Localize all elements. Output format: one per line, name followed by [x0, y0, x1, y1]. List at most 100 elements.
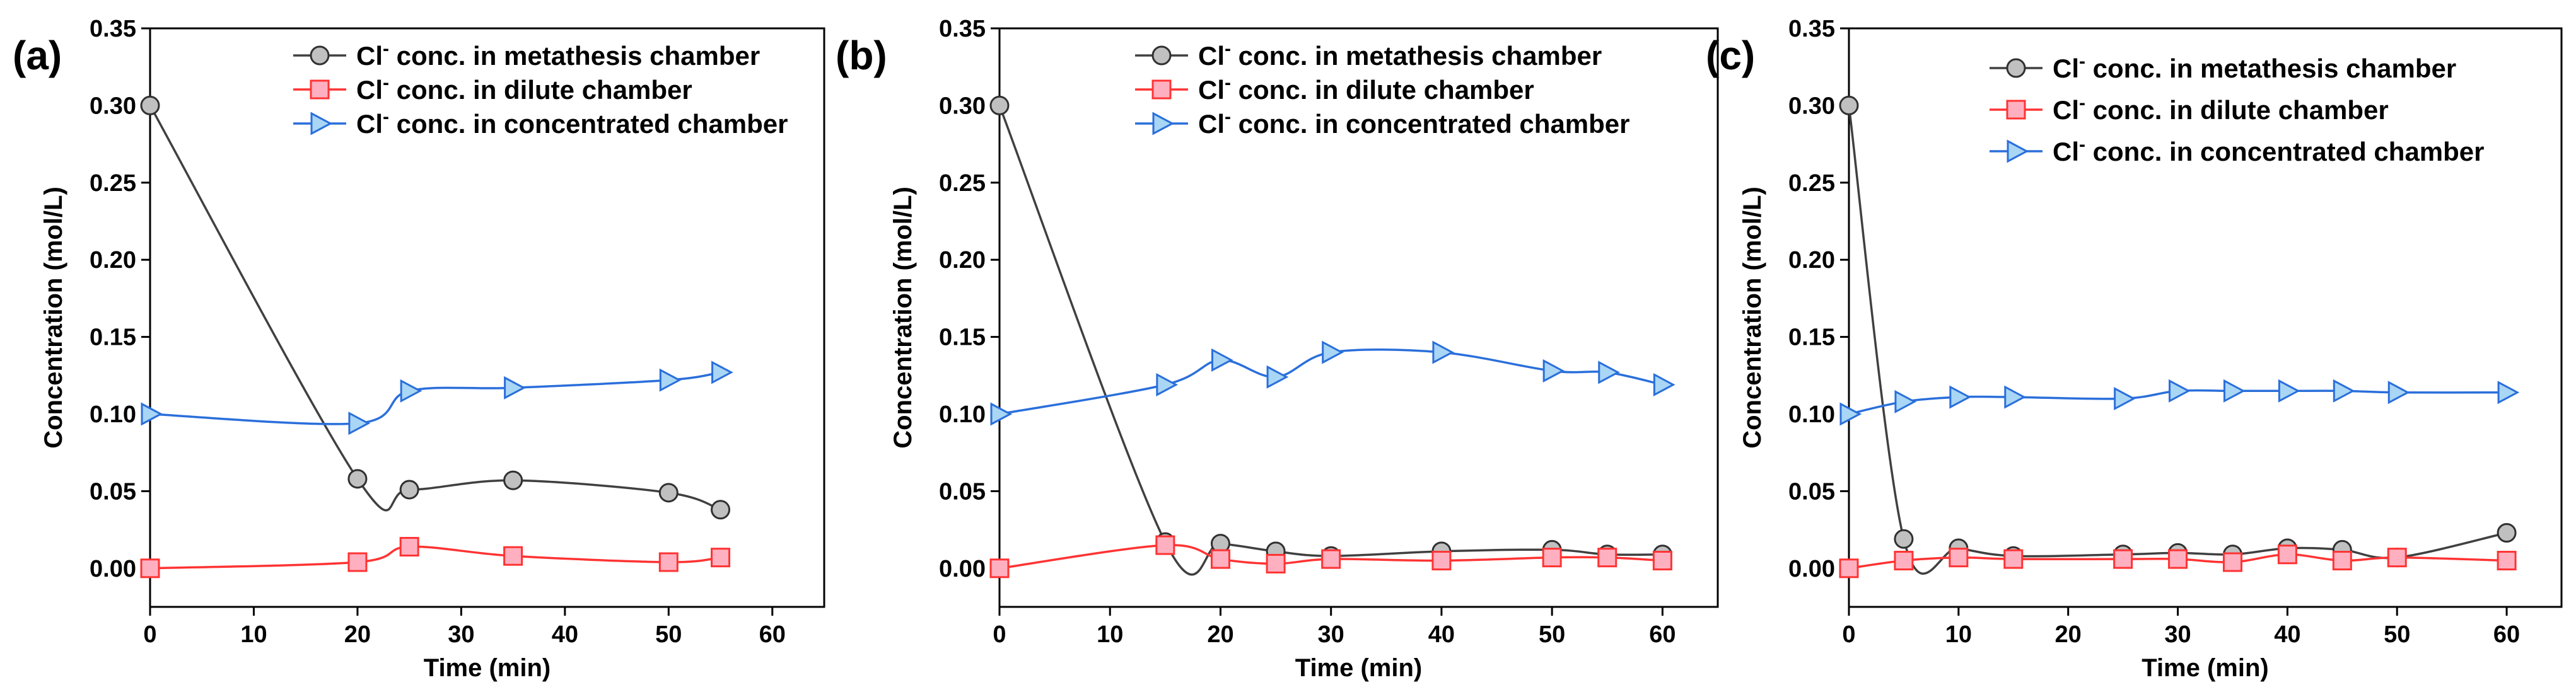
- panel-label: (c): [1706, 33, 1755, 78]
- data-point-metathesis: [347, 469, 368, 489]
- data-point-concentrated: [1653, 372, 1676, 396]
- data-point-concentrated: [348, 412, 371, 435]
- x-tick-label: 30: [2164, 621, 2191, 648]
- series-concentrated: [1839, 379, 2520, 426]
- plot-frame: [1848, 27, 2563, 608]
- data-point-dilute: [658, 552, 679, 572]
- y-tick-label: 0.05: [90, 478, 136, 505]
- x-tick-label: 10: [240, 621, 267, 648]
- data-point-concentrated: [504, 376, 526, 400]
- series-line-dilute: [149, 545, 721, 570]
- legend-label-metathesis: Cl- conc. in metathesis chamber: [356, 38, 760, 71]
- y-tick-label: 0.10: [90, 401, 136, 428]
- x-tick-label: 20: [1207, 621, 1233, 648]
- y-tick-label: 0.30: [939, 93, 986, 119]
- data-point-dilute: [2387, 548, 2407, 568]
- y-tick-label: 0.25: [1788, 170, 1835, 197]
- data-point-dilute: [1839, 558, 1859, 579]
- series-metathesis: [140, 95, 731, 520]
- data-point-concentrated: [2114, 387, 2136, 411]
- y-axis-title: Concentration (mol/L): [889, 187, 917, 449]
- data-point-concentrated: [1894, 389, 1917, 413]
- legend-label-dilute: Cl- conc. in dilute chamber: [2053, 93, 2389, 125]
- data-point-concentrated: [1542, 359, 1565, 383]
- series-line-concentrated: [999, 348, 1663, 415]
- data-point-concentrated: [1156, 372, 1179, 396]
- x-tick-label: 40: [1428, 621, 1455, 648]
- y-axis-title: Concentration (mol/L): [40, 187, 67, 449]
- x-tick-label: 0: [1842, 621, 1855, 648]
- y-tick-label: 0.20: [1788, 247, 1835, 274]
- data-point-dilute: [1321, 549, 1341, 569]
- data-point-metathesis: [989, 95, 1010, 115]
- y-tick-label: 0.05: [1788, 478, 1835, 505]
- plot-frame: [998, 27, 1719, 608]
- data-point-dilute: [2222, 552, 2242, 572]
- data-point-dilute: [1155, 535, 1175, 555]
- y-tick-label: 0.00: [1788, 556, 1835, 582]
- data-point-concentrated: [1949, 385, 1972, 409]
- data-point-concentrated: [141, 402, 163, 426]
- data-point-dilute: [1652, 551, 1672, 571]
- x-tick-label: 20: [344, 621, 371, 648]
- series-metathesis: [1839, 95, 2517, 575]
- data-point-concentrated: [2169, 379, 2191, 403]
- legend-marker-concentrated: [1152, 112, 1175, 135]
- data-point-concentrated: [400, 379, 423, 403]
- data-point-dilute: [2497, 551, 2517, 571]
- series-dilute: [989, 535, 1672, 579]
- data-point-dilute: [1266, 553, 1286, 573]
- data-point-metathesis: [503, 470, 523, 490]
- x-tick-label: 40: [552, 621, 578, 648]
- data-point-metathesis: [658, 483, 679, 503]
- legend-marker-concentrated: [310, 112, 333, 135]
- series-line-metathesis: [1848, 105, 2507, 575]
- data-point-dilute: [399, 537, 419, 557]
- y-tick-label: 0.15: [1788, 325, 1835, 351]
- y-tick-label: 0.25: [939, 170, 986, 197]
- y-tick-label: 0.15: [939, 325, 986, 351]
- legend-label-concentrated: Cl- conc. in concentrated chamber: [1198, 107, 1630, 139]
- data-point-dilute: [2003, 549, 2024, 569]
- legend-label-dilute: Cl- conc. in dilute chamber: [1198, 72, 1534, 105]
- data-point-metathesis: [140, 95, 160, 115]
- data-point-concentrated: [2278, 379, 2300, 403]
- data-point-dilute: [2168, 549, 2188, 569]
- legend-label-concentrated: Cl- conc. in concentrated chamber: [2053, 134, 2485, 166]
- y-tick-label: 0.25: [90, 170, 136, 197]
- data-point-dilute: [1949, 548, 1969, 568]
- x-axis-title: Time (min): [424, 654, 551, 682]
- panel-label: (b): [836, 33, 887, 78]
- x-tick-label: 50: [2384, 621, 2410, 648]
- data-point-metathesis: [1839, 95, 1859, 115]
- y-tick-label: 0.00: [90, 556, 136, 582]
- legend-label-metathesis: Cl- conc. in metathesis chamber: [1198, 38, 1602, 71]
- data-point-dilute: [711, 548, 731, 568]
- series-dilute: [140, 537, 731, 579]
- y-tick-label: 0.10: [1788, 401, 1835, 428]
- data-point-dilute: [1597, 548, 1617, 568]
- chart-panel-1: (a) 0.00 0.05 0.10 0.15 0.20 0.25 0.30 0.35 0 10 20…: [13, 16, 825, 682]
- x-tick-label: 60: [2493, 621, 2520, 648]
- legend-label-dilute: Cl- conc. in dilute chamber: [356, 72, 692, 105]
- y-tick-label: 0.15: [90, 325, 136, 351]
- x-tick-label: 30: [448, 621, 474, 648]
- data-point-dilute: [2277, 544, 2297, 565]
- data-point-concentrated: [1211, 348, 1233, 372]
- data-point-concentrated: [1266, 365, 1289, 389]
- legend-label-concentrated: Cl- conc. in concentrated chamber: [356, 107, 788, 139]
- series-metathesis: [989, 95, 1672, 576]
- x-tick-label: 50: [1539, 621, 1565, 648]
- data-point-concentrated: [2223, 379, 2246, 403]
- data-point-concentrated: [2004, 385, 2026, 409]
- data-point-dilute: [2113, 549, 2133, 569]
- series-concentrated: [990, 340, 1676, 426]
- data-point-dilute: [2332, 551, 2352, 571]
- legend-marker-dilute: [2006, 100, 2026, 120]
- y-tick-label: 0.00: [939, 556, 986, 582]
- data-point-concentrated: [711, 360, 733, 384]
- x-tick-label: 60: [1649, 621, 1676, 648]
